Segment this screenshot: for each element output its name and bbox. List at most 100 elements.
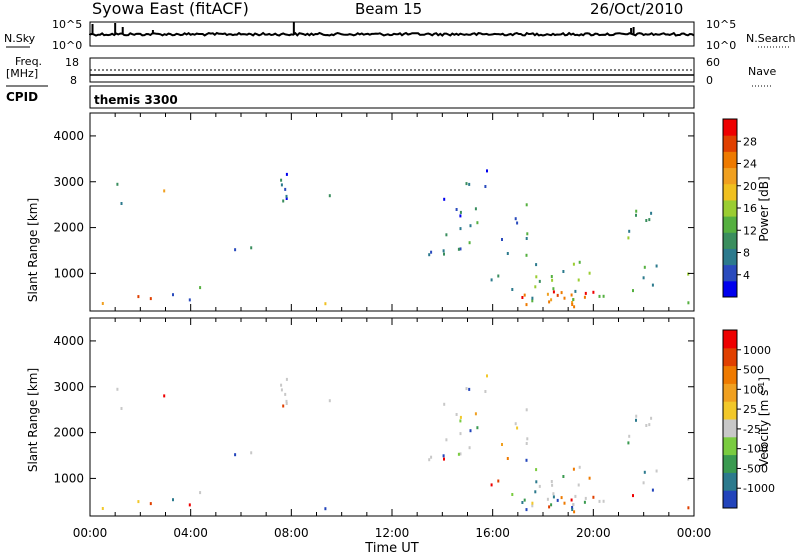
power-cell <box>120 202 123 205</box>
velocity-cell <box>642 481 645 485</box>
power-cell <box>643 265 646 269</box>
power-cell <box>650 211 653 215</box>
power-cell <box>234 248 237 252</box>
power-cell <box>687 301 690 305</box>
velocity-cell <box>562 475 565 478</box>
power-cell <box>525 237 528 240</box>
power-colorbar-segment <box>723 183 737 201</box>
power-cell <box>570 293 573 297</box>
x-tick-label: 08:00 <box>274 526 309 540</box>
power-y-tick-label: 3000 <box>53 175 84 189</box>
nsearch-label: N.Search <box>746 32 796 45</box>
velocity-cell <box>531 501 534 505</box>
power-cell <box>572 298 575 302</box>
x-axis-label: Time UT <box>364 541 418 554</box>
nave-label: Nave <box>748 65 776 78</box>
velocity-cell <box>651 488 654 492</box>
power-cell <box>535 263 538 267</box>
velocity-cell <box>328 399 331 403</box>
x-tick-label: 04:00 <box>173 526 208 540</box>
power-cell <box>430 250 433 254</box>
nsky-line <box>89 31 695 37</box>
velocity-cell <box>459 419 462 423</box>
velocity-cell <box>525 458 528 462</box>
velocity-cell <box>526 437 529 441</box>
velocity-cell <box>584 496 587 500</box>
power-y-label: Slant Range [km] <box>26 198 40 302</box>
power-cell <box>552 290 555 294</box>
power-cell <box>476 221 479 225</box>
power-cell <box>163 189 166 193</box>
velocity-cell <box>469 429 472 433</box>
freq-label: Freq. <box>15 55 42 68</box>
velocity-colorbar-segment <box>723 330 737 349</box>
power-cell <box>457 247 460 251</box>
velocity-cell <box>627 441 630 445</box>
power-cell <box>632 289 634 293</box>
velocity-cell <box>687 477 690 481</box>
velocity-cell <box>443 457 445 461</box>
power-y-tick-label: 4000 <box>53 129 84 143</box>
velocity-cell <box>149 502 152 506</box>
velocity-cell <box>687 506 690 510</box>
power-cell <box>328 194 331 198</box>
station-title: Syowa East (fitACF) <box>92 0 249 18</box>
velocity-cell <box>163 394 166 398</box>
power-cell <box>635 209 638 213</box>
velocity-cell <box>570 498 573 502</box>
power-cell <box>428 253 431 257</box>
power-cell <box>578 260 581 264</box>
power-cell <box>285 172 288 176</box>
power-cell <box>577 278 580 282</box>
velocity-colorbar-tick-label: -25 <box>743 423 761 436</box>
power-cell <box>627 236 630 240</box>
power-colorbar-tick-label: 28 <box>743 135 757 148</box>
freq-left-tick-top: 18 <box>65 56 79 69</box>
power-cell <box>548 300 551 304</box>
velocity-cell <box>284 392 287 396</box>
power-cell <box>584 291 587 295</box>
power-colorbar-segment <box>723 119 737 136</box>
power-colorbar-tick-label: 4 <box>743 269 750 282</box>
power-cell <box>250 246 253 250</box>
velocity-cell <box>551 483 554 487</box>
beam-title: Beam 15 <box>355 0 422 18</box>
power-y-tick-label: 2000 <box>53 221 84 235</box>
velocity-cell <box>474 412 477 416</box>
power-cell <box>484 185 487 188</box>
velocity-cell <box>588 476 591 480</box>
velocity-cell <box>632 494 634 498</box>
power-colorbar-segment <box>723 280 737 298</box>
velocity-colorbar-tick-label: 1000 <box>743 344 771 357</box>
velocity-colorbar-segment <box>723 454 737 473</box>
velocity-cell <box>101 507 104 510</box>
power-cell <box>497 274 500 278</box>
power-cell <box>285 197 288 200</box>
power-cell <box>556 293 559 297</box>
velocity-colorbar-segment <box>723 383 737 402</box>
velocity-cell <box>574 494 577 498</box>
velocity-cell <box>572 467 575 471</box>
freq-series <box>90 69 694 76</box>
power-colorbar-segment <box>723 232 737 249</box>
power-cell <box>574 289 577 293</box>
velocity-cell <box>560 496 563 500</box>
power-cell <box>571 301 574 304</box>
power-cell <box>583 295 586 299</box>
nsky-series <box>89 22 695 37</box>
nsky-right-tick-bottom: 10^0 <box>706 39 736 52</box>
power-cell <box>280 178 283 182</box>
power-cell <box>563 296 566 300</box>
velocity-cell <box>501 443 503 446</box>
velocity-colorbar-segment <box>723 436 737 456</box>
velocity-cell <box>643 470 646 474</box>
power-y-tick-label: 1000 <box>53 266 84 280</box>
velocity-cell <box>628 434 631 438</box>
velocity-cell <box>199 491 202 495</box>
freq-left-tick-bottom: 8 <box>70 74 77 87</box>
power-cell <box>511 288 514 291</box>
velocity-cell <box>525 408 528 412</box>
velocity-y-tick-label: 4000 <box>53 334 84 348</box>
power-colorbar-segment <box>723 216 737 233</box>
power-colorbar-tick-label: 20 <box>743 180 757 193</box>
